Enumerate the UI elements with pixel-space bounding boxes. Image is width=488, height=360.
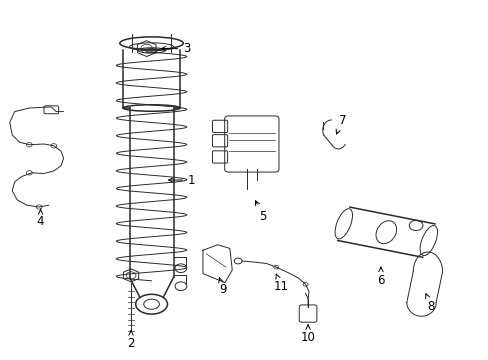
Text: 1: 1 xyxy=(168,174,195,186)
Text: 6: 6 xyxy=(376,267,384,287)
Text: 11: 11 xyxy=(273,274,288,293)
Text: 5: 5 xyxy=(255,201,266,222)
Text: 3: 3 xyxy=(161,42,190,55)
Text: 4: 4 xyxy=(37,209,44,228)
Text: 8: 8 xyxy=(425,294,434,313)
Text: 10: 10 xyxy=(300,325,315,344)
Text: 2: 2 xyxy=(127,331,135,350)
Text: 9: 9 xyxy=(218,278,226,296)
Text: 7: 7 xyxy=(335,114,346,134)
